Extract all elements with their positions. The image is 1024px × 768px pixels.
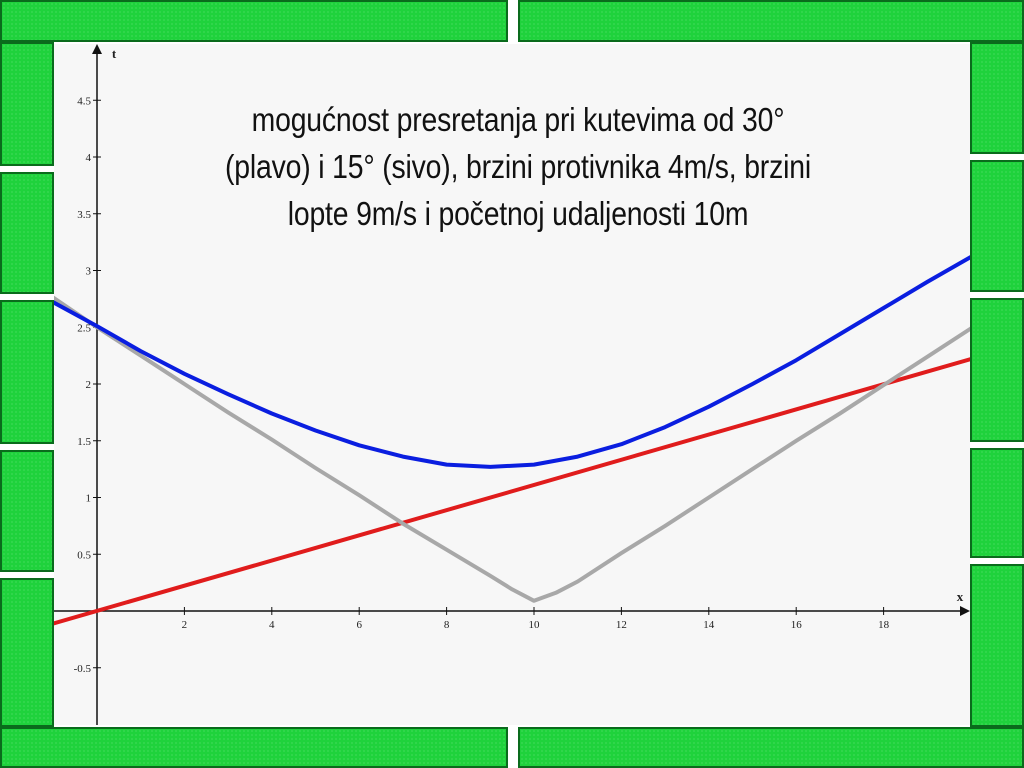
y-tick-label: 2.5: [77, 322, 91, 334]
y-tick-label: 1: [86, 493, 92, 505]
series-line-0: [54, 255, 970, 469]
frame-tile: [0, 42, 54, 166]
tick-labels: 2 4 6 8 10 12 14 16 18 -0.5 0.5 1 1.5 2 2.5 3 3.5 4 4.5 x t: [74, 46, 964, 675]
frame-tile: [0, 172, 54, 294]
y-tick-label: 0.5: [77, 549, 91, 561]
y-axis-label: t: [112, 46, 117, 61]
x-tick-label: 8: [444, 619, 450, 631]
y-tick-label: -0.5: [74, 663, 92, 675]
y-tick-label: 3: [86, 266, 92, 278]
x-tick-label: 18: [878, 619, 890, 631]
y-tick-label: 2: [86, 379, 92, 391]
series-layer: [54, 255, 970, 626]
frame-tile: [0, 727, 508, 768]
x-axis-label: x: [957, 589, 964, 604]
frame-tile: [518, 727, 1024, 768]
x-tick-label: 16: [791, 619, 803, 631]
y-axis-arrow: [92, 44, 102, 54]
y-tick-label: 3.5: [77, 209, 91, 221]
y-tick-label: 4.5: [77, 95, 91, 107]
series-line-1: [54, 295, 970, 603]
x-tick-label: 6: [356, 619, 362, 631]
frame-tile: [518, 0, 1024, 42]
frame-tile: [970, 448, 1024, 558]
series-line-2: [54, 357, 970, 626]
x-tick-label: 10: [529, 619, 541, 631]
frame-tile: [970, 298, 1024, 442]
y-tick-label: 4: [86, 152, 92, 164]
chart-title: mogućnost presretanja pri kutevima od 30…: [225, 101, 811, 232]
frame-tile: [0, 450, 54, 572]
x-tick-label: 4: [269, 619, 275, 631]
frame-tile: [0, 300, 54, 444]
frame-tile: [970, 160, 1024, 292]
frame-tile: [970, 42, 1024, 154]
frame-tile: [970, 564, 1024, 727]
axes: [54, 44, 970, 725]
y-tick-label: 1.5: [77, 436, 91, 448]
x-tick-label: 2: [182, 619, 188, 631]
frame-tile: [0, 578, 54, 727]
x-axis-arrow: [960, 606, 970, 616]
x-tick-label: 14: [703, 619, 715, 631]
frame-tile: [0, 0, 508, 42]
x-tick-label: 12: [616, 619, 627, 631]
